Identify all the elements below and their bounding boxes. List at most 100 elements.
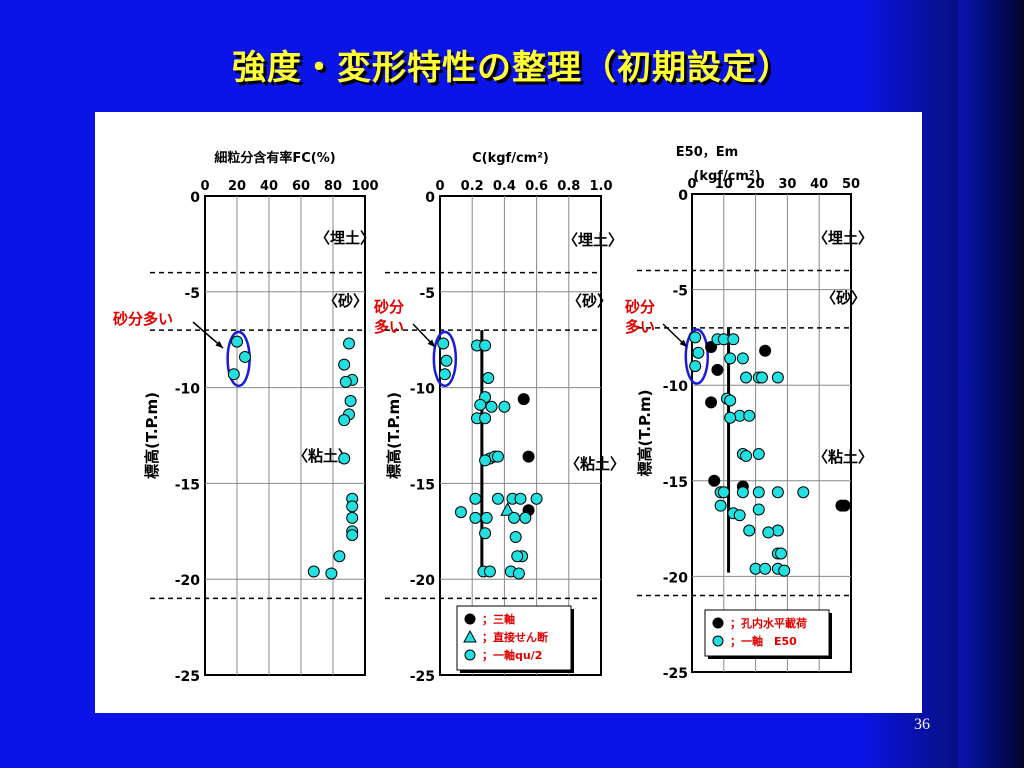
plot-frame xyxy=(691,193,852,673)
data-point xyxy=(239,350,251,363)
legend-label: ；直接せん断 xyxy=(482,630,548,644)
y-tick-label: -5 xyxy=(672,284,688,300)
data-point xyxy=(771,371,784,384)
y-tick-label: -20 xyxy=(175,573,201,589)
plot-frame xyxy=(204,195,366,676)
chart-panel: 0 20 40 60 80 100 0 -5 -10 -15 -20 -25 標高(T.P.m) 細粒分含… xyxy=(95,112,922,713)
legend-box xyxy=(704,609,830,657)
legend-marker xyxy=(712,635,724,647)
layer-label-fill: 〈埋土〉 xyxy=(813,229,873,247)
callout-text: 砂分 xyxy=(625,298,655,316)
data-point xyxy=(479,412,492,425)
x-tick-label: 0 xyxy=(200,179,209,194)
data-point xyxy=(474,398,487,411)
data-point xyxy=(736,486,749,499)
right-accent-bar xyxy=(958,0,1024,768)
data-point xyxy=(307,565,320,578)
y-tick-label: 0 xyxy=(425,190,435,206)
x-tick-label: 10 xyxy=(715,177,733,192)
data-point xyxy=(797,486,810,499)
data-point xyxy=(689,331,702,344)
y-tick-label: -10 xyxy=(410,382,436,398)
data-point xyxy=(479,454,492,467)
x-tick-label: 20 xyxy=(228,179,246,194)
x-tick-label: 50 xyxy=(842,177,860,192)
layer-label-sand: 〈砂〉 xyxy=(567,292,612,310)
data-point xyxy=(759,562,772,575)
legend-marker xyxy=(712,617,724,629)
data-point xyxy=(711,363,724,376)
data-point xyxy=(740,371,753,384)
data-point xyxy=(743,409,756,422)
data-point xyxy=(743,524,756,537)
data-point xyxy=(838,499,851,512)
legend-marker xyxy=(464,613,476,625)
x-tick-label: 40 xyxy=(260,179,278,194)
y-tick-label: 0 xyxy=(678,188,688,204)
callout-text: 砂分多い xyxy=(113,310,173,328)
data-point xyxy=(325,567,338,580)
data-point xyxy=(346,500,359,513)
legend-label: ；孔内水平載荷 xyxy=(730,616,807,630)
data-point xyxy=(346,529,359,542)
x-tick-label: 30 xyxy=(778,177,796,192)
chart-title: C(kgf/cm²) xyxy=(472,151,549,166)
data-point xyxy=(705,340,718,353)
callout-text: 多い xyxy=(374,318,404,336)
data-point xyxy=(333,550,346,563)
sand-rich-callout-1: 砂分多い xyxy=(113,310,224,349)
chart-title-unit: (kgf/cm²) xyxy=(693,169,760,184)
y-tick-label: -15 xyxy=(410,477,435,493)
data-point xyxy=(469,492,482,505)
y-tick-label: -25 xyxy=(663,666,688,682)
slide-title: 強度・変形特性の整理（初期設定） xyxy=(232,48,792,88)
x-tick-label: 40 xyxy=(810,177,828,192)
data-point xyxy=(733,509,746,522)
page-number: 36 xyxy=(914,716,930,733)
data-point xyxy=(692,346,705,359)
data-point xyxy=(752,503,765,516)
sand-rich-highlight xyxy=(684,328,710,385)
data-point xyxy=(491,450,504,463)
data-point xyxy=(482,372,495,385)
callout-text: 多い xyxy=(625,318,655,336)
x-tick-label: 20 xyxy=(747,177,765,192)
data-point xyxy=(724,352,737,365)
data-point xyxy=(727,333,740,346)
y-tick-label: -20 xyxy=(410,573,436,589)
layer-label-clay: 〈粘土〉 xyxy=(565,455,625,473)
legend-marker xyxy=(463,629,477,643)
data-point xyxy=(483,565,496,578)
data-point xyxy=(705,396,718,409)
sand-rich-callout-2: 砂分多い xyxy=(374,298,436,348)
y-tick-label: -15 xyxy=(175,477,200,493)
y-axis-label: 標高(T.P.m) xyxy=(143,392,161,479)
x-tick-label: 80 xyxy=(324,179,342,194)
y-tick-label: -10 xyxy=(175,382,201,398)
x-tick-label: 0.2 xyxy=(461,179,484,194)
data-point xyxy=(437,337,450,350)
data-point xyxy=(231,335,243,348)
data-point xyxy=(771,486,784,499)
callout-arrowhead xyxy=(427,339,435,347)
data-point xyxy=(724,394,737,407)
data-point xyxy=(338,358,351,371)
y-tick-label: -25 xyxy=(410,669,435,685)
chart-1: 0 20 40 60 80 100 0 -5 -10 -15 -20 -25 標高(T.P.m) 細粒分含… xyxy=(143,150,379,685)
data-point xyxy=(512,567,525,580)
charts-svg: 0 20 40 60 80 1000-5-10-15-20-25標高(T.P.m)細粒分含… xyxy=(113,145,873,685)
x-tick-label: 0.4 xyxy=(493,179,516,194)
chart-title: E50，Em xyxy=(676,145,738,160)
data-point xyxy=(717,486,730,499)
y-tick-label: -25 xyxy=(175,669,200,685)
data-point xyxy=(508,511,521,524)
data-point xyxy=(485,400,498,413)
chart-title: 細粒分含有率FC(%) xyxy=(214,150,335,166)
data-point xyxy=(519,511,532,524)
data-point xyxy=(338,414,351,427)
y-tick-label: -5 xyxy=(184,286,200,302)
data-point xyxy=(509,531,522,544)
data-point xyxy=(346,511,359,524)
data-point xyxy=(736,352,749,365)
data-point xyxy=(438,368,451,381)
